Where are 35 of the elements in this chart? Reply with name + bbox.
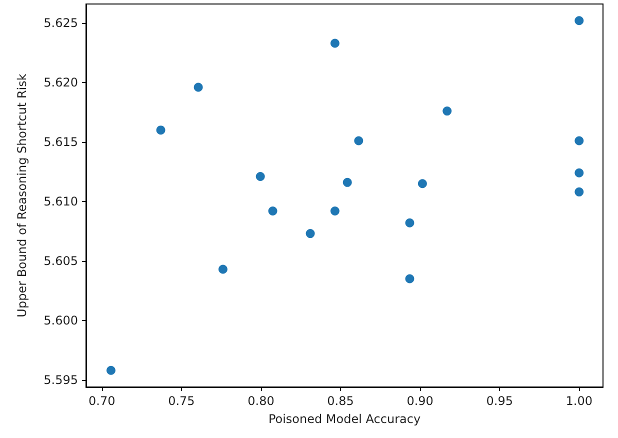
point [330,206,340,216]
y-tick-label: 5.610 [44,194,78,208]
y-tick-label: 5.595 [44,372,78,387]
point [194,82,203,92]
point [268,206,278,216]
x-tick-label: 1.00 [566,394,592,408]
point [342,178,352,187]
point [574,16,584,26]
x-tick-label: 0.90 [406,394,434,408]
x-tick-label: 0.75 [168,394,195,408]
y-tick-label: 5.605 [44,254,78,268]
y-tick-label: 5.620 [44,76,78,90]
point [574,187,584,196]
y-tick-label: 5.625 [44,16,78,30]
point [156,126,166,135]
y-tick-label: 5.615 [44,134,78,149]
x-axis-title: Poisoned Model Accuracy [268,412,421,426]
point [330,38,340,48]
point [574,136,584,146]
x-tick-label: 0.95 [486,394,513,408]
point [405,218,414,228]
x-tick-label: 0.85 [327,394,354,408]
y-axis-title: Upper Bound of Reasoning Shortcut Risk [15,74,29,318]
point [106,366,116,375]
x-tick-label: 0.70 [88,394,116,408]
point [306,229,315,238]
x-tick-label: 0.80 [248,394,274,408]
point [218,264,228,274]
point [574,168,584,178]
point [442,106,452,116]
y-tick-label: 5.600 [44,313,78,328]
point [405,274,414,284]
point [354,136,364,146]
point [256,172,265,181]
point [418,179,427,188]
